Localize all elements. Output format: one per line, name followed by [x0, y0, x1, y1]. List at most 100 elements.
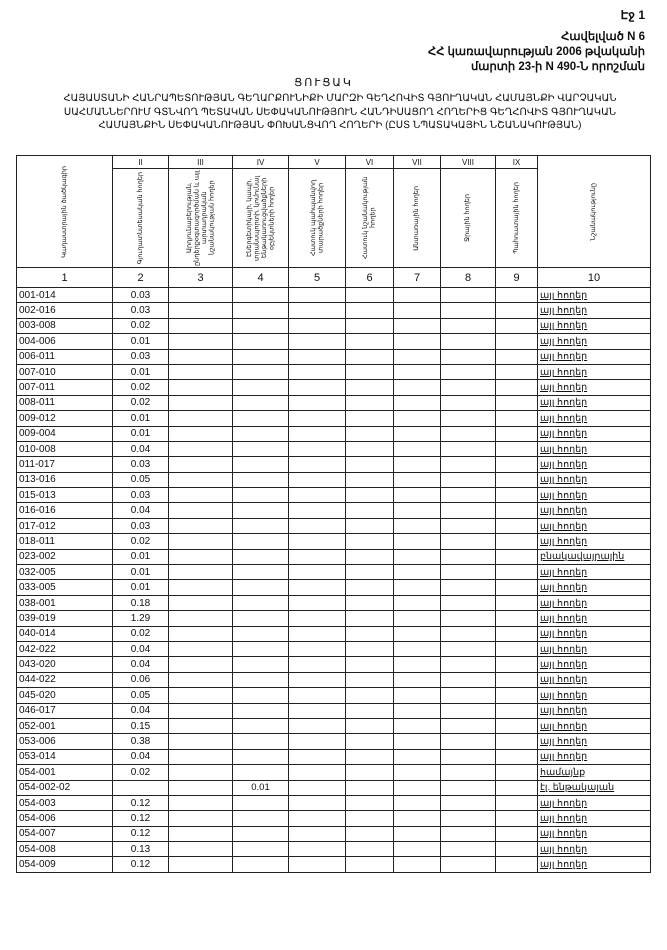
- purpose-cell: այլ հողեր: [537, 794, 651, 812]
- empty-cell: [345, 640, 394, 658]
- empty-cell: [345, 733, 394, 750]
- energy-area-cell: [232, 564, 289, 581]
- empty-cell: [495, 517, 538, 535]
- empty-cell: [393, 779, 441, 796]
- energy-area-cell: [232, 764, 289, 781]
- empty-cell: [288, 702, 346, 719]
- empty-cell: [345, 348, 394, 365]
- column-number: 3: [168, 267, 233, 288]
- empty-cell: [168, 579, 233, 596]
- column-number: 8: [440, 267, 496, 288]
- energy-area-cell: [232, 487, 289, 504]
- column-header-label: Կադաստրային ծածկագիր: [60, 165, 68, 258]
- purpose-cell: այլ հողեր: [537, 471, 651, 489]
- agricultural-area-cell: 0.12: [112, 810, 169, 827]
- purpose-cell: այլ հողեր: [537, 456, 651, 473]
- cadastral-code-cell: 053-014: [16, 748, 113, 766]
- table-row: 052-001 0.15 այլ հողեր: [16, 717, 651, 735]
- empty-cell: [495, 440, 538, 458]
- purpose-cell: բնակավայրային: [537, 548, 651, 566]
- empty-cell: [288, 487, 346, 504]
- empty-cell: [168, 471, 233, 489]
- empty-cell: [393, 764, 441, 781]
- empty-cell: [393, 471, 441, 489]
- empty-cell: [345, 286, 394, 304]
- column-number-row: 1 2 3 4 5 6 7 8 9 10: [16, 267, 651, 288]
- column-number: 1: [16, 267, 113, 288]
- agricultural-area-cell: 0.03: [112, 302, 169, 319]
- empty-cell: [345, 579, 394, 596]
- empty-cell: [168, 656, 233, 673]
- purpose-cell: այլ հողեր: [537, 640, 651, 658]
- energy-area-cell: [232, 640, 289, 658]
- agricultural-area-cell: 0.05: [112, 687, 169, 704]
- table-row: 006-011 0.03 այլ հողեր: [16, 348, 651, 365]
- table-row: 054-003 0.12 այլ հողեր: [16, 794, 651, 812]
- empty-cell: [345, 810, 394, 827]
- empty-cell: [168, 671, 233, 689]
- empty-cell: [345, 564, 394, 581]
- empty-cell: [440, 333, 496, 350]
- energy-area-cell: [232, 594, 289, 612]
- empty-cell: [393, 517, 441, 535]
- cadastral-code-cell: 010-008: [16, 440, 113, 458]
- empty-cell: [168, 533, 233, 550]
- agricultural-area-cell: 0.02: [112, 625, 169, 642]
- column-header: Էներգետիկայի, կապի, տրանսպորտի, կոմունալ…: [232, 168, 289, 268]
- empty-cell: [440, 717, 496, 735]
- empty-cell: [288, 517, 346, 535]
- empty-cell: [495, 748, 538, 766]
- empty-cell: [288, 394, 346, 412]
- cadastral-code-cell: 002-016: [16, 302, 113, 319]
- column-header: Անտառային հողեր: [393, 168, 441, 268]
- empty-cell: [345, 594, 394, 612]
- agricultural-area-cell: 0.03: [112, 348, 169, 365]
- empty-cell: [345, 471, 394, 489]
- empty-cell: [393, 748, 441, 766]
- empty-cell: [440, 394, 496, 412]
- empty-cell: [345, 425, 394, 442]
- empty-cell: [345, 487, 394, 504]
- table-row: 039-019 1.29 այլ հողեր: [16, 610, 651, 627]
- empty-cell: [393, 533, 441, 550]
- roman-header-row: Կադաստրային ծածկագիր II III IV V VI VII VIII IX Ն…: [16, 155, 651, 268]
- empty-cell: [440, 764, 496, 781]
- empty-cell: [345, 702, 394, 719]
- empty-cell: [440, 564, 496, 581]
- empty-cell: [168, 379, 233, 396]
- column-header-label: Հատուկ նշանակության հողեր: [362, 176, 377, 260]
- table-row: 007-011 0.02 այլ հողեր: [16, 379, 651, 396]
- table-row: 053-014 0.04 այլ հողեր: [16, 748, 651, 766]
- empty-cell: [168, 625, 233, 642]
- empty-cell: [345, 548, 394, 566]
- empty-cell: [440, 856, 496, 873]
- purpose-cell: այլ հողեր: [537, 625, 651, 642]
- empty-cell: [288, 717, 346, 735]
- empty-cell: [495, 656, 538, 673]
- empty-cell: [393, 640, 441, 658]
- empty-cell: [440, 748, 496, 766]
- agricultural-area-cell: 0.15: [112, 717, 169, 735]
- empty-cell: [345, 302, 394, 319]
- empty-cell: [168, 687, 233, 704]
- empty-cell: [168, 548, 233, 566]
- empty-cell: [393, 579, 441, 596]
- empty-cell: [168, 779, 233, 796]
- cadastral-code-cell: 053-006: [16, 733, 113, 750]
- empty-cell: [288, 456, 346, 473]
- purpose-cell: այլ հողեր: [537, 856, 651, 873]
- empty-cell: [440, 579, 496, 596]
- cadastral-code-cell: 001-014: [16, 286, 113, 304]
- empty-cell: [345, 610, 394, 627]
- empty-cell: [345, 379, 394, 396]
- cadastral-code-cell: 054-001: [16, 764, 113, 781]
- empty-cell: [345, 748, 394, 766]
- empty-cell: [393, 717, 441, 735]
- table-row: 010-008 0.04 այլ հողեր: [16, 440, 651, 458]
- empty-cell: [495, 810, 538, 827]
- energy-area-cell: [232, 471, 289, 489]
- column-number: 6: [345, 267, 394, 288]
- energy-area-cell: [232, 825, 289, 843]
- agricultural-area-cell: 0.02: [112, 533, 169, 550]
- empty-cell: [393, 548, 441, 566]
